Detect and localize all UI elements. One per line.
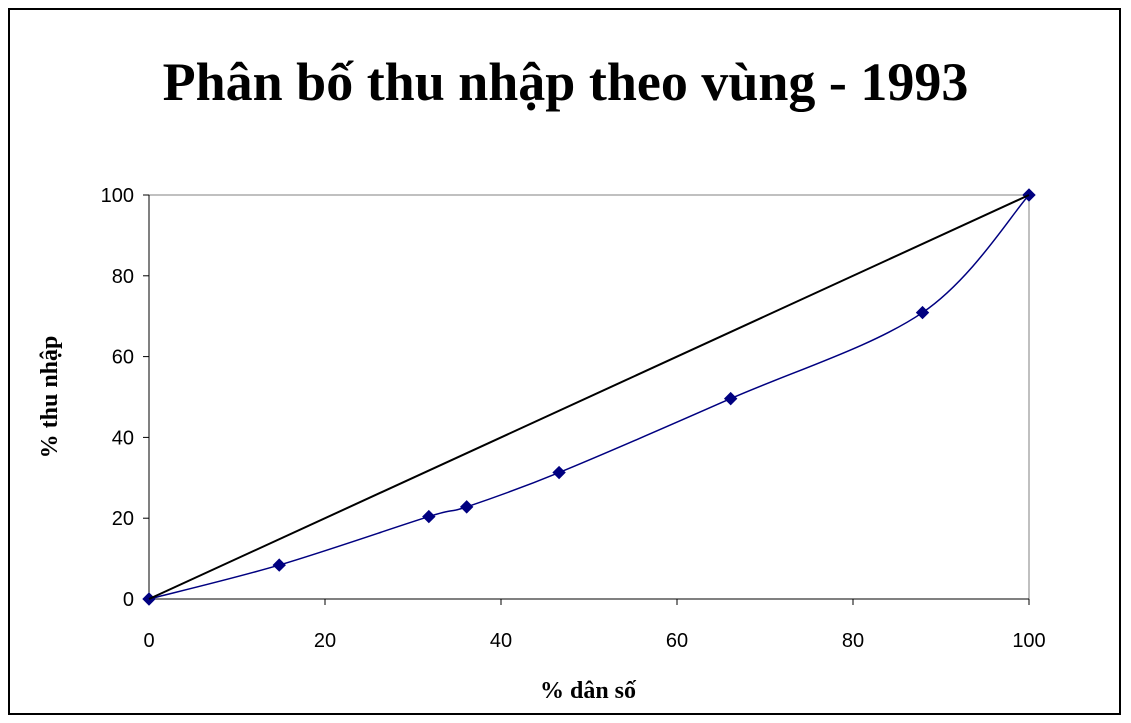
equality-line: [148, 194, 1030, 600]
data-point-marker: [272, 558, 286, 572]
y-axis-title: % thu nhập: [37, 336, 63, 459]
data-point-marker: [422, 509, 436, 524]
x-tick-label: 80: [842, 630, 864, 652]
y-tick-label: 20: [112, 508, 134, 530]
chart-title: Phân bố thu nhập theo vùng - 1993: [162, 52, 969, 112]
data-point-marker: [552, 465, 566, 480]
x-tick-label: 100: [1012, 630, 1045, 652]
chart-frame: [8, 8, 1121, 715]
y-axis-ticks: 0 20 40 60 80 100: [101, 185, 149, 611]
income-distribution-line: [148, 194, 1030, 600]
data-point-marker: [459, 500, 474, 514]
y-tick-label: 40: [112, 427, 134, 449]
data-point-marker: [723, 391, 738, 406]
data-point-marker: [915, 305, 930, 320]
plot-area: [148, 194, 1030, 600]
x-tick-label: 60: [666, 630, 688, 652]
y-tick-label: 60: [112, 347, 134, 369]
x-tick-label: 0: [143, 630, 154, 652]
x-tick-label: 40: [490, 630, 512, 652]
y-tick-label: 100: [101, 185, 134, 207]
series-layer: [142, 188, 1036, 606]
x-axis-title: % dân số: [540, 678, 637, 704]
x-axis-ticks: 0 20 40 60 80 100: [143, 599, 1046, 652]
y-tick-label: 0: [123, 589, 134, 611]
y-tick-label: 80: [112, 266, 134, 288]
x-tick-label: 20: [314, 630, 336, 652]
